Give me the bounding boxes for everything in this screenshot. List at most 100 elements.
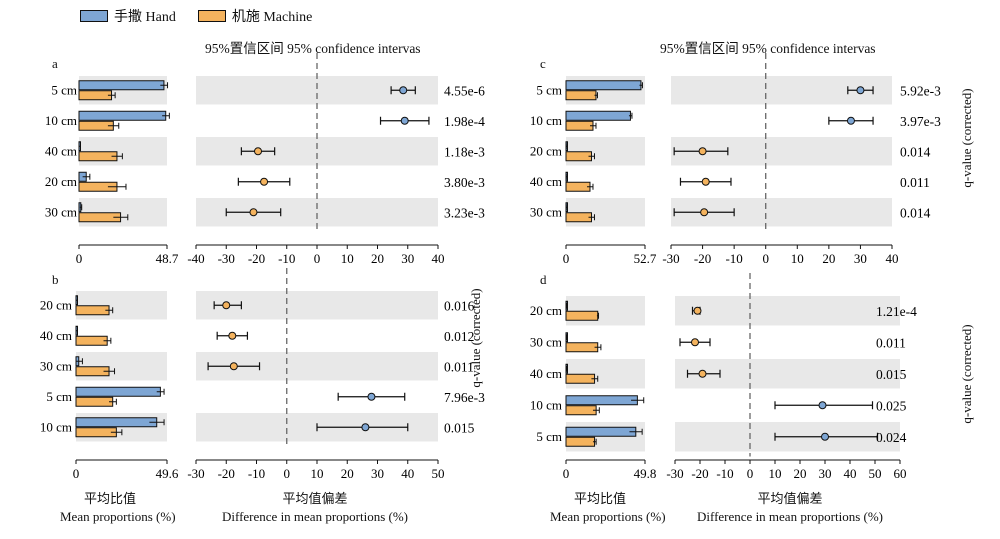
panel-b-diff-point-2 bbox=[229, 362, 238, 371]
panel-a-category-label-3: 20 cm bbox=[45, 174, 77, 189]
panel-c-bar-machine-3 bbox=[565, 181, 591, 192]
footer-diff-cn-left: 平均值偏差 bbox=[282, 491, 348, 506]
panel-c-category-label-2: 20 cm bbox=[530, 143, 562, 158]
panel-c-qvalue-4: 0.014 bbox=[900, 205, 931, 220]
panel-d-qvalue-1: 0.011 bbox=[876, 335, 906, 350]
panel-c-diff-point-0 bbox=[856, 86, 865, 95]
panel-d-diff-tick-label-3: 0 bbox=[747, 466, 754, 481]
panel-b-bar-machine-3 bbox=[75, 396, 114, 407]
panel-d-bar-machine-2 bbox=[565, 373, 596, 384]
panel-d-bar-machine-0 bbox=[565, 310, 599, 321]
footer-mean-en-left: Mean proportions (%) bbox=[60, 509, 176, 524]
panel-c-category-label-0: 5 cm bbox=[536, 82, 562, 97]
panel-d-diff-tick-label-2: -10 bbox=[716, 466, 733, 481]
panel-b-prop-tick-label-max: 49.6 bbox=[156, 466, 179, 481]
footer-diff-en-left: Difference in mean proportions (%) bbox=[221, 509, 409, 524]
panel-a-bar-hand-0 bbox=[78, 80, 165, 91]
title-right: 95%置信区间 95% confidence intervas bbox=[660, 41, 876, 56]
panel-a-bar-machine-2 bbox=[78, 151, 118, 162]
panel-d-diff-point-2 bbox=[698, 369, 707, 378]
panel-c-diff-point-4 bbox=[700, 208, 709, 217]
panel-c-diff-tick-label-1: -20 bbox=[694, 251, 711, 266]
panel-d-diff-point-0 bbox=[693, 306, 702, 315]
panel-d-prop-tick-label-max: 49.8 bbox=[634, 466, 657, 481]
panel-a-diff-tick-label-8: 40 bbox=[432, 251, 445, 266]
footer-diff-right: 平均值偏差 Difference in mean proportions (%) bbox=[675, 490, 905, 526]
footer-diff-left: 平均值偏差 Difference in mean proportions (%) bbox=[200, 490, 430, 526]
panel-b-diff-tick-label-1: -20 bbox=[218, 466, 235, 481]
panel-c-diff-tick-label-0: -30 bbox=[662, 251, 679, 266]
panel-b-qvalue-4: 0.015 bbox=[444, 420, 475, 435]
panel-b-bar-machine-1 bbox=[75, 335, 108, 346]
panel-d-diff-tick-label-1: -20 bbox=[691, 466, 708, 481]
panel-b-bar-machine-0 bbox=[75, 305, 110, 316]
panel-a-diff-tick-label-5: 10 bbox=[341, 251, 354, 266]
panel-a-qvalue-0: 4.55e-6 bbox=[444, 83, 485, 98]
panel-a-diff-point-0 bbox=[399, 86, 408, 95]
panel-c-diff-tick-label-7: 40 bbox=[886, 251, 899, 266]
panel-a-qvalue-4: 3.23e-3 bbox=[444, 205, 485, 220]
panel-a-diff-point-3 bbox=[260, 177, 269, 186]
panel-c-bar-machine-4 bbox=[565, 212, 592, 223]
panel-a-category-label-0: 5 cm bbox=[51, 82, 77, 97]
panel-b-diff-tick-label-5: 20 bbox=[341, 466, 354, 481]
panel-d-bar-hand-4 bbox=[565, 426, 637, 437]
panel-d-diff-band-0 bbox=[675, 296, 900, 326]
panel-b-bar-machine-4 bbox=[75, 427, 117, 438]
panel-b-diff-tick-label-3: 0 bbox=[284, 466, 291, 481]
footer-diff-cn-right: 平均值偏差 bbox=[757, 491, 823, 506]
panel-b-diff-tick-label-8: 50 bbox=[432, 466, 445, 481]
panel-d-diff-tick-label-7: 40 bbox=[844, 466, 857, 481]
panel-d-category-label-4: 5 cm bbox=[536, 429, 562, 444]
panel-b-diff-tick-label-0: -30 bbox=[187, 466, 204, 481]
panel-a-diff-point-2 bbox=[254, 147, 263, 156]
panel-b-diff-point-4 bbox=[361, 423, 370, 432]
panel-b-category-label-0: 20 cm bbox=[40, 297, 72, 312]
panel-c-bar-machine-0 bbox=[565, 90, 597, 101]
panel-b-category-label-1: 40 cm bbox=[40, 328, 72, 343]
panel-d-qvalue-3: 0.025 bbox=[876, 398, 907, 413]
panel-c-diff-point-2 bbox=[698, 147, 707, 156]
panel-b-diff-tick-label-6: 30 bbox=[371, 466, 384, 481]
panel-b-diff-point-3 bbox=[367, 392, 376, 401]
panel-a-diff-point-4 bbox=[249, 208, 258, 217]
panel-a-qvalue-1: 1.98e-4 bbox=[444, 114, 485, 129]
panel-a-category-label-4: 30 cm bbox=[45, 204, 77, 219]
panel-c-category-label-1: 10 cm bbox=[530, 113, 562, 128]
panel-c-qvalue-1: 3.97e-3 bbox=[900, 114, 941, 129]
panel-d-bar-machine-4 bbox=[565, 436, 596, 447]
panel-b-diff-tick-label-7: 40 bbox=[401, 466, 414, 481]
panel-d-qvalue-2: 0.015 bbox=[876, 367, 907, 382]
panel-d-bar-machine-1 bbox=[565, 342, 599, 353]
panel-d-prop-tick-label-min: 0 bbox=[563, 466, 570, 481]
panel-b-qvalue-3: 7.96e-3 bbox=[444, 390, 485, 405]
panel-d-category-label-0: 20 cm bbox=[530, 303, 562, 318]
panel-d-diff-tick-label-5: 20 bbox=[794, 466, 807, 481]
panel-a-category-label-2: 40 cm bbox=[45, 143, 77, 158]
panel-b-category-label-2: 30 cm bbox=[40, 358, 72, 373]
panel-label-a: a bbox=[52, 56, 58, 71]
panel-a-prop-tick-label-min: 0 bbox=[76, 251, 83, 266]
panel-a-diff-tick-label-1: -30 bbox=[218, 251, 235, 266]
panel-b-qvalue-0: 0.016 bbox=[444, 298, 475, 313]
panel-c-diff-point-1 bbox=[846, 116, 855, 125]
panel-d-category-label-3: 10 cm bbox=[530, 397, 562, 412]
legend-swatch-machine bbox=[197, 10, 226, 22]
panel-c-diff-tick-label-4: 10 bbox=[791, 251, 804, 266]
panel-b-qvalue-2: 0.011 bbox=[444, 359, 474, 374]
panel-a-bar-hand-1 bbox=[78, 110, 167, 121]
panel-c-qvalue-2: 0.014 bbox=[900, 144, 931, 159]
panel-label-d: d bbox=[540, 272, 547, 287]
panel-d-diff-tick-label-6: 30 bbox=[819, 466, 832, 481]
panel-label-b: b bbox=[52, 272, 59, 287]
panel-c-bar-hand-1 bbox=[565, 110, 631, 121]
panel-c-bar-hand-0 bbox=[565, 80, 642, 91]
panel-a-diff-tick-label-2: -20 bbox=[248, 251, 265, 266]
panel-a-diff-tick-label-6: 20 bbox=[371, 251, 384, 266]
legend: 手撒 Hand 机施 Machine bbox=[80, 6, 312, 26]
panel-c-diff-tick-label-5: 20 bbox=[822, 251, 835, 266]
panel-b-prop-tick-label-min: 0 bbox=[73, 466, 80, 481]
panel-a-diff-tick-label-3: -10 bbox=[278, 251, 295, 266]
panel-c-bar-machine-2 bbox=[565, 151, 592, 162]
panel-c-qvalue-0: 5.92e-3 bbox=[900, 83, 941, 98]
